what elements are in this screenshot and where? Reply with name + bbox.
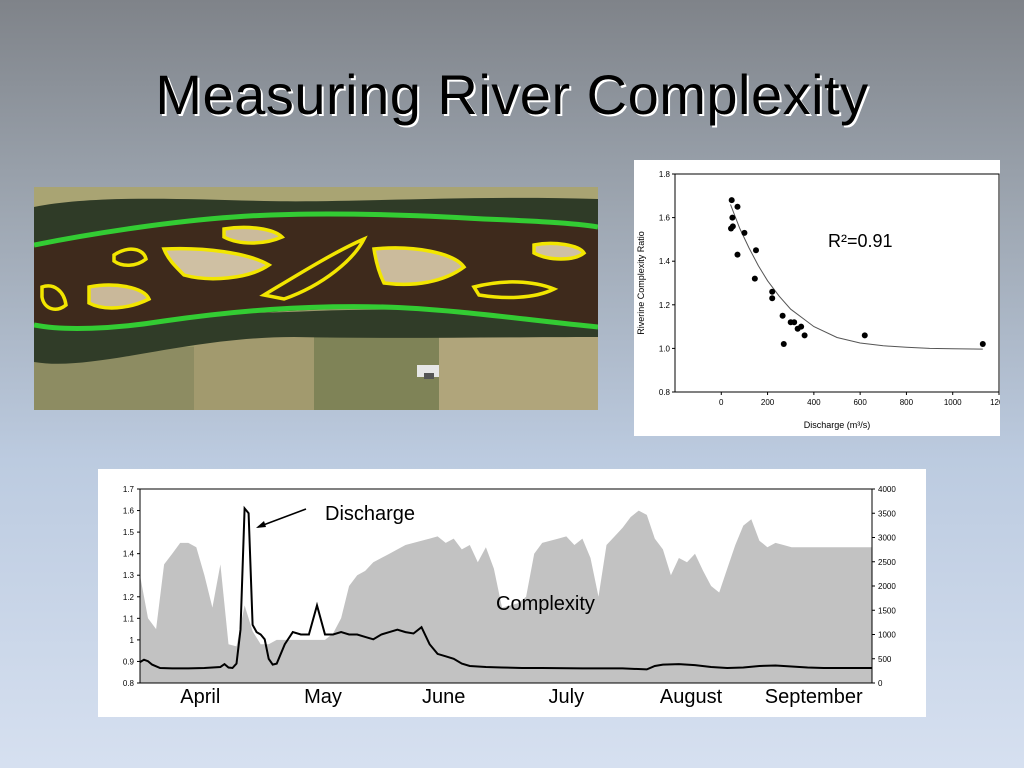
right-y-tick-label: 2500 — [878, 558, 896, 567]
scatter-chart: 0.8 1.0 1.2 1.4 1.6 1.8 0 200 400 600 800 1000 1200… — [636, 170, 1008, 430]
month-label: July — [549, 686, 585, 708]
right-y-tick-label: 1500 — [878, 606, 896, 615]
scatter-point — [979, 341, 986, 348]
y-tick-label: 1.6 — [659, 214, 671, 223]
month-label: April — [180, 686, 220, 708]
left-y-tick-label: 1.5 — [123, 528, 135, 537]
fit-curve — [730, 204, 983, 350]
x-tick-label: 1000 — [944, 398, 962, 407]
bar-outline — [112, 247, 148, 267]
left-y-tick-label: 1.1 — [123, 614, 135, 623]
scatter-point — [734, 251, 741, 258]
scatter-point — [779, 312, 786, 319]
farm-building — [424, 373, 434, 379]
scatter-point — [791, 319, 798, 326]
time-series-chart: 0.8 0.9 1 1.1 1.2 1.3 1.4 1.5 1.6 1.7 0 500 1000 150… — [123, 485, 896, 708]
scatter-point — [780, 341, 787, 348]
discharge-arrow-head — [256, 521, 266, 528]
scatter-point — [729, 214, 736, 221]
x-tick-label: 0 — [719, 398, 724, 407]
left-y-tick-label: 1.6 — [123, 507, 135, 516]
bar-outline — [222, 225, 286, 245]
left-y-tick-label: 1 — [130, 636, 135, 645]
y-tick-label: 1.0 — [659, 344, 671, 353]
scatter-point — [798, 323, 805, 330]
left-y-tick-label: 0.9 — [123, 657, 135, 666]
time-series-chart-panel: 0.8 0.9 1 1.1 1.2 1.3 1.4 1.5 1.6 1.7 0 500 1000 150… — [98, 469, 926, 717]
right-y-tick-label: 3500 — [878, 509, 896, 518]
right-y-tick-label: 500 — [878, 655, 892, 664]
x-tick-label: 400 — [807, 398, 821, 407]
scatter-point — [728, 197, 735, 204]
bar-outline — [161, 246, 273, 281]
sandbar — [374, 247, 464, 285]
left-y-tick-label: 1.7 — [123, 485, 135, 494]
left-y-tick-label: 1.3 — [123, 571, 135, 580]
aerial-photo-illustration — [34, 187, 598, 410]
scatter-chart-panel: 0.8 1.0 1.2 1.4 1.6 1.8 0 200 400 600 800 1000 1200… — [634, 160, 1008, 436]
river-water — [34, 215, 598, 328]
scatter-point — [801, 332, 808, 339]
month-label: May — [304, 686, 342, 708]
bar-outline — [259, 235, 368, 301]
scatter-point — [741, 229, 748, 236]
left-y-tick-label: 1.2 — [123, 593, 135, 602]
x-tick-label: 200 — [761, 398, 775, 407]
scatter-point — [861, 332, 868, 339]
bar-outline — [87, 283, 152, 310]
month-label: September — [765, 686, 863, 708]
month-label: August — [660, 686, 723, 708]
discharge-annotation: Discharge — [325, 503, 415, 525]
x-tick-label: 1200 — [990, 398, 1000, 407]
complexity-annotation: Complexity — [496, 593, 595, 615]
y-tick-label: 1.8 — [659, 170, 671, 179]
scatter-point — [769, 295, 776, 302]
scatter-point — [769, 288, 776, 295]
scatter-point — [729, 223, 736, 230]
left-y-tick-label: 1.4 — [123, 550, 135, 559]
right-y-tick-label: 2000 — [878, 582, 896, 591]
channel-boundary-top — [34, 211, 598, 248]
channel-boundary-bottom — [34, 304, 598, 331]
y-axis-label: Riverine Complexity Ratio — [636, 231, 646, 335]
complexity-area — [140, 510, 872, 683]
scatter-plot-frame — [674, 173, 1000, 393]
bar-outline — [471, 280, 559, 300]
left-y-tick-label: 0.8 — [123, 679, 135, 688]
sandbar — [89, 285, 149, 308]
right-y-tick-label: 3000 — [878, 534, 896, 543]
slide-title: Measuring River Complexity — [155, 63, 869, 126]
y-tick-label: 1.2 — [659, 301, 671, 310]
month-label: June — [422, 686, 465, 708]
right-y-tick-label: 1000 — [878, 631, 896, 640]
bar-outline — [371, 246, 467, 287]
scatter-point — [751, 275, 758, 282]
r-squared-annotation: R²=0.91 — [828, 231, 893, 251]
right-y-tick-label: 0 — [878, 679, 883, 688]
bar-outline — [532, 241, 587, 261]
bar-outline — [40, 284, 68, 311]
x-tick-label: 800 — [900, 398, 914, 407]
discharge-arrow — [257, 508, 307, 528]
discharge-line — [139, 505, 872, 671]
scatter-point — [753, 247, 759, 254]
y-tick-label: 0.8 — [659, 388, 671, 397]
aerial-river-photo — [34, 187, 598, 410]
scatter-point — [734, 203, 741, 210]
x-tick-label: 600 — [853, 398, 867, 407]
right-y-tick-label: 4000 — [878, 485, 896, 494]
y-tick-label: 1.4 — [659, 257, 671, 266]
x-axis-label: Discharge (m³/s) — [804, 420, 871, 430]
